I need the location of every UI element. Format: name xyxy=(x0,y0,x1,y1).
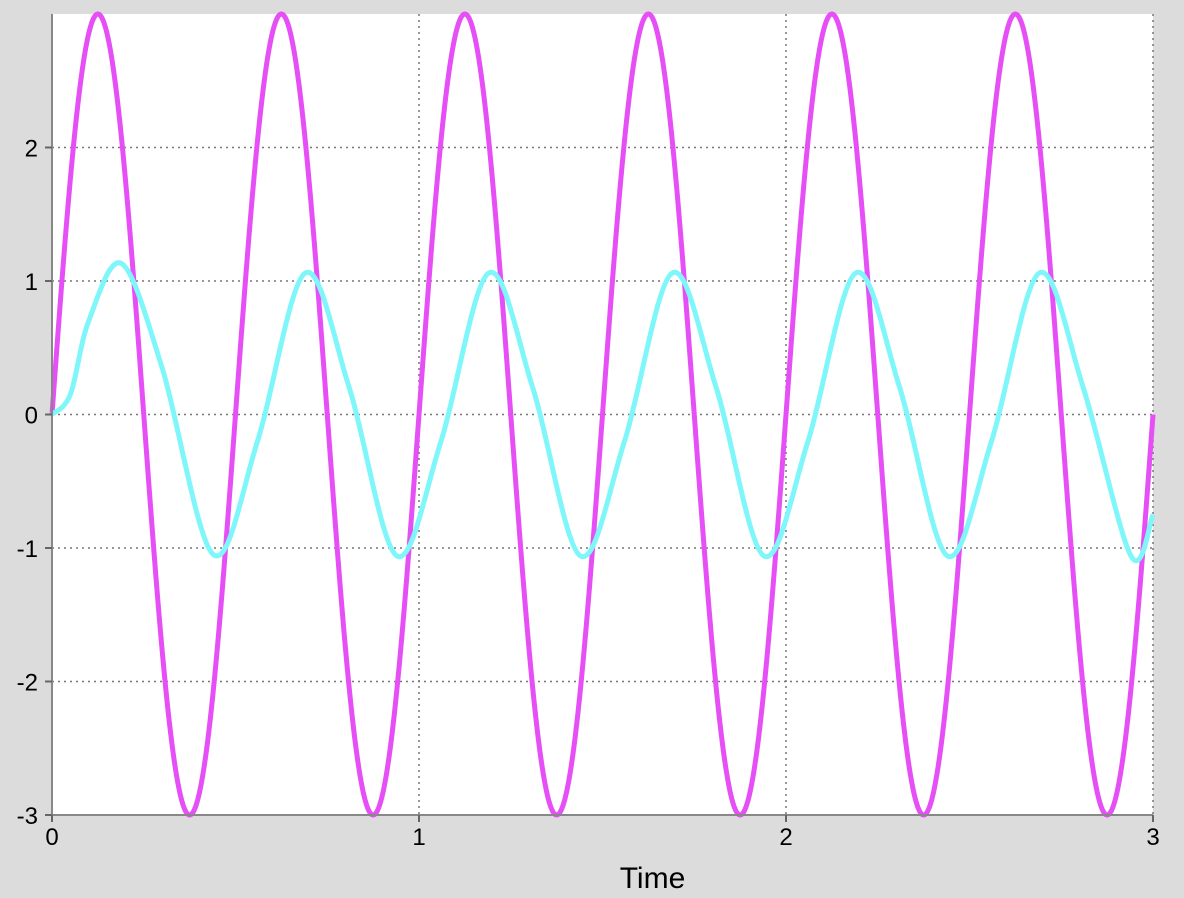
y-tick-label: 2 xyxy=(25,136,38,163)
grid xyxy=(52,14,1154,815)
y-tick-label: -1 xyxy=(17,536,38,563)
x-tick-label: 2 xyxy=(779,824,792,851)
series-line-1 xyxy=(49,11,1156,818)
series-line-2 xyxy=(50,260,1156,563)
series-layer xyxy=(49,11,1156,818)
tick-labels: 0 1 2 3 -3 -2 -1 0 1 2 xyxy=(17,136,1160,852)
x-tick-label: 0 xyxy=(45,824,58,851)
y-tick-label: 1 xyxy=(25,269,38,296)
y-tick-label: 0 xyxy=(25,403,38,430)
x-axis-title: Time xyxy=(620,862,686,895)
axes xyxy=(45,14,1154,822)
x-tick-label: 1 xyxy=(412,824,425,851)
y-tick-label: -3 xyxy=(17,803,38,830)
y-tick-label: -2 xyxy=(17,670,38,697)
x-tick-label: 3 xyxy=(1146,824,1159,851)
